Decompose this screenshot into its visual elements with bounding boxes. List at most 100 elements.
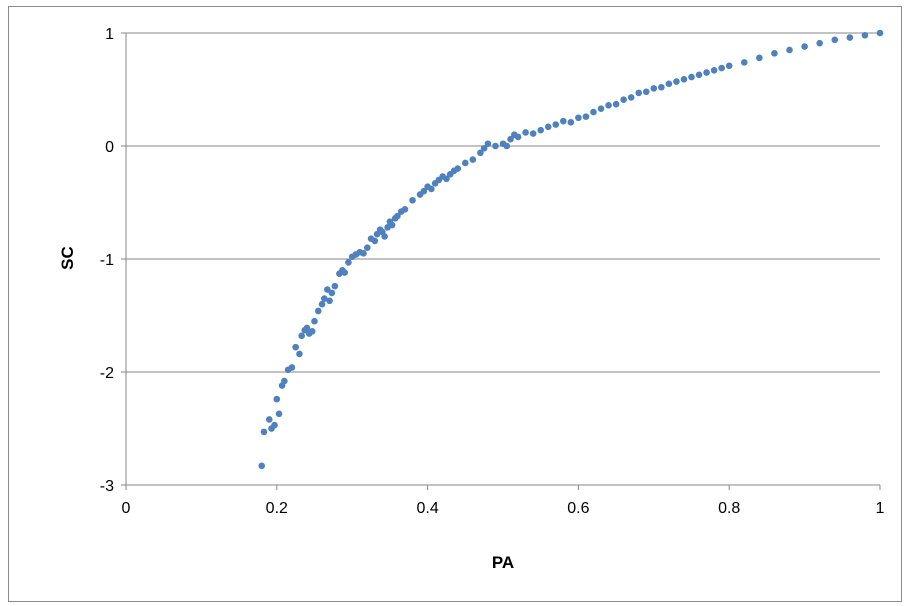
y-tick-label: 1	[105, 26, 114, 43]
y-tick-label: 0	[105, 139, 114, 156]
x-tick-label: 0.4	[416, 500, 438, 517]
data-point	[296, 350, 303, 358]
y-tick-label: -1	[100, 252, 114, 269]
data-point	[582, 113, 590, 120]
x-axis-title: PA	[492, 553, 514, 572]
data-point	[260, 428, 268, 436]
data-point	[281, 377, 288, 385]
data-point	[477, 149, 484, 157]
data-point	[292, 343, 299, 351]
data-point	[345, 259, 352, 266]
data-point	[718, 64, 725, 72]
data-point	[469, 156, 477, 163]
data-point	[673, 78, 680, 85]
data-point	[443, 175, 450, 183]
data-point	[409, 196, 416, 204]
data-point	[522, 129, 529, 136]
data-points	[258, 29, 884, 470]
data-point	[740, 59, 748, 66]
data-point	[703, 69, 710, 76]
data-point	[462, 159, 469, 167]
y-axis-title: SC	[58, 246, 77, 270]
data-point	[831, 36, 839, 44]
data-point	[507, 135, 514, 143]
data-point	[816, 39, 823, 47]
x-tick-label: 0.2	[266, 500, 288, 517]
y-tick-label: -3	[100, 478, 114, 495]
data-point	[710, 66, 718, 74]
data-point	[388, 221, 396, 229]
data-point	[454, 165, 462, 172]
data-point	[303, 324, 311, 332]
data-point	[612, 100, 620, 108]
data-point	[695, 71, 703, 79]
data-point	[363, 244, 371, 251]
data-point	[575, 114, 582, 122]
data-point	[658, 83, 665, 91]
data-point	[328, 289, 336, 297]
data-point	[680, 76, 688, 83]
data-point	[314, 307, 322, 315]
data-point	[326, 297, 333, 305]
data-point	[371, 237, 379, 245]
data-point	[484, 140, 492, 148]
data-point	[318, 300, 326, 308]
data-point	[627, 94, 635, 101]
data-point	[492, 142, 499, 150]
data-point	[275, 410, 283, 418]
data-point	[288, 364, 296, 371]
data-point	[428, 185, 435, 193]
data-point	[503, 142, 511, 150]
data-point	[258, 462, 266, 470]
data-point	[401, 205, 409, 213]
data-point	[605, 102, 612, 109]
data-point	[394, 212, 401, 220]
data-point	[642, 88, 650, 96]
data-point	[786, 46, 793, 54]
data-point	[590, 108, 597, 116]
tick-labels: 1 0 -1 -2 -3 0 0.2 0.4 0.6 0.8 1	[100, 26, 885, 517]
data-point	[298, 332, 305, 340]
data-point	[341, 269, 348, 276]
data-point	[544, 123, 552, 131]
data-point	[635, 89, 643, 97]
data-point	[771, 50, 778, 57]
data-point	[321, 295, 328, 302]
data-point	[308, 328, 316, 335]
data-point	[861, 31, 869, 39]
gridlines	[126, 32, 880, 373]
data-point	[620, 96, 627, 103]
data-point	[665, 80, 673, 88]
data-point	[688, 73, 695, 81]
data-point	[331, 282, 339, 290]
chart-frame	[8, 6, 902, 602]
data-point	[271, 421, 278, 429]
y-tick-label: -2	[100, 365, 114, 382]
data-point	[537, 126, 544, 134]
data-point	[560, 117, 567, 125]
data-point	[801, 43, 808, 50]
x-tick-label: 0	[122, 500, 131, 517]
data-point	[756, 54, 763, 62]
data-point	[420, 187, 428, 195]
data-point	[311, 317, 318, 325]
data-point	[273, 395, 281, 403]
data-point	[480, 144, 488, 152]
data-point	[846, 34, 854, 41]
data-point	[567, 118, 575, 126]
data-point	[597, 105, 605, 113]
data-point	[381, 233, 388, 240]
x-tick-label: 0.8	[718, 500, 740, 517]
data-point	[529, 130, 537, 137]
data-point	[552, 121, 560, 128]
data-point	[876, 29, 884, 37]
x-tick-label: 0.6	[567, 500, 589, 517]
data-point	[324, 286, 331, 293]
data-point	[725, 62, 733, 70]
data-point	[265, 416, 273, 423]
data-point	[360, 250, 367, 257]
data-point	[650, 85, 658, 92]
data-point	[514, 133, 522, 141]
axes	[121, 32, 881, 490]
